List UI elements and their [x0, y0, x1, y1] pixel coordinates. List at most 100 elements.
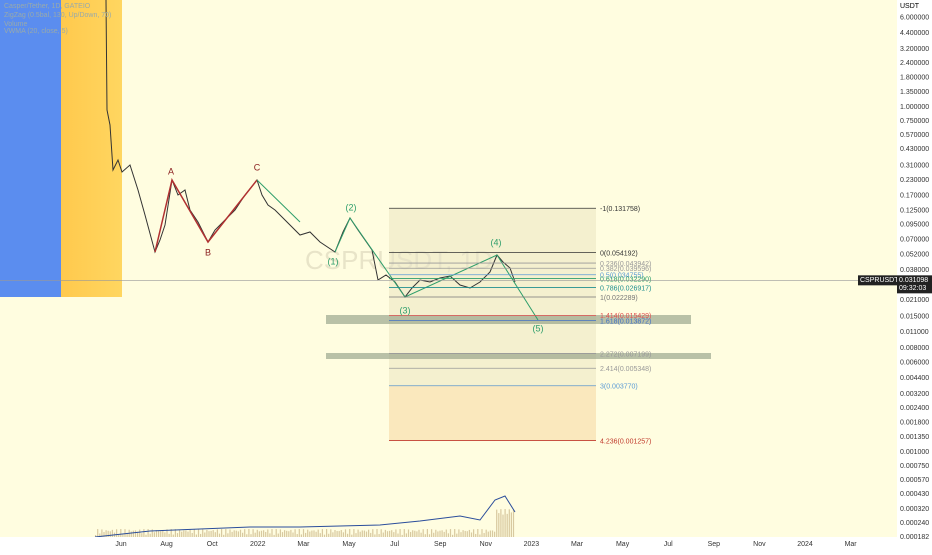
volume-bar [263, 530, 265, 537]
legend-symbol: Casper/Tether, 1D, GATEIO [4, 3, 91, 10]
volume-bar [216, 529, 218, 537]
price-tick-label: 3.200000 [900, 46, 929, 53]
volume-bar [510, 512, 512, 537]
volume-bar [449, 529, 452, 537]
volume-bar [122, 534, 124, 537]
volume-bar [233, 530, 235, 537]
volume-bar [374, 534, 376, 537]
volume-bar [319, 533, 321, 537]
volume-bar [428, 534, 431, 537]
fib-label: 1.618(0.013872) [600, 318, 651, 325]
price-tick-label: 0.430000 [900, 146, 929, 153]
volume-bar [105, 530, 107, 537]
price-tick-label: 0.052000 [900, 252, 929, 259]
volume-bar [258, 531, 260, 537]
fib-label: -1(0.131758) [600, 206, 640, 213]
time-tick-label: Nov [480, 541, 493, 548]
time-tick-label: Mar [845, 541, 858, 548]
volume-bar [281, 532, 284, 537]
price-tick-label: 0.038000 [900, 267, 929, 274]
fib-label: 0(0.054192) [600, 250, 638, 257]
volume-bar [491, 530, 494, 537]
volume-bar [395, 529, 397, 537]
volume-bar [221, 529, 223, 537]
volume-bar [160, 531, 162, 537]
time-tick-label: Aug [160, 541, 173, 548]
price-tick-label: 0.170000 [900, 192, 929, 199]
volume-bar [101, 529, 103, 537]
volume-bar [141, 533, 143, 537]
volume-bar [372, 529, 374, 537]
volume-bar [174, 529, 176, 537]
volume-bar [317, 529, 319, 537]
volume-bar [223, 534, 225, 537]
volume-bar [170, 529, 172, 537]
price-tag-bg [858, 275, 897, 286]
volume-bar [386, 531, 389, 537]
volume-bar [290, 529, 292, 537]
volume-bar [414, 530, 416, 537]
price-tag-countdown: 09:32:03 [899, 285, 926, 292]
volume-bar [315, 531, 317, 537]
volume-bar [485, 529, 487, 537]
volume-bar [389, 530, 391, 537]
price-tick-label: 0.230000 [900, 177, 929, 184]
volume-bar [109, 531, 111, 537]
fib-label: 2.272(0.007199) [600, 351, 651, 358]
volume-bar [231, 531, 233, 537]
volume-bar [126, 532, 128, 537]
volume-bar [443, 531, 445, 537]
price-tag-symbol: CSPRUSDT [860, 277, 899, 284]
time-tick-label: Oct [207, 541, 218, 548]
volume-bar [250, 534, 252, 537]
volume-bar [399, 529, 401, 537]
volume-bar [355, 533, 357, 537]
volume-bar [431, 529, 433, 537]
volume-bar [176, 533, 179, 537]
volume-bar [130, 531, 132, 537]
volume-bar [153, 532, 155, 537]
time-tick-label: 2024 [797, 541, 813, 548]
volume-bar [229, 529, 231, 537]
volume-bar [405, 533, 407, 537]
volume-bar [189, 529, 191, 537]
volume-bar [336, 531, 338, 537]
volume-bar [267, 529, 269, 537]
price-tick-label: 1.000000 [900, 104, 929, 111]
price-tick-label: 0.000750 [900, 463, 929, 470]
volume-bar [447, 533, 449, 537]
volume-bar [332, 532, 334, 537]
fib-label: 0.786(0.026917) [600, 285, 651, 292]
volume-bar [437, 531, 439, 537]
volume-bar [502, 514, 504, 537]
volume-bar [286, 530, 288, 537]
volume-bar [147, 529, 149, 537]
volume-bar [378, 534, 380, 537]
fib-label: 1.414(0.015429) [600, 313, 651, 320]
volume-bar [500, 509, 502, 537]
price-tick-label: 0.001800 [900, 419, 929, 426]
price-tick-label: 4.400000 [900, 30, 929, 37]
volume-bar [441, 530, 443, 537]
price-tick-label: 0.011000 [900, 329, 929, 336]
price-tick-label: 0.008000 [900, 345, 929, 352]
time-tick-label: May [616, 541, 630, 548]
volume-bar [183, 530, 185, 537]
volume-bar [344, 529, 347, 537]
volume-bar [271, 529, 273, 537]
volume-bar [376, 529, 378, 537]
volume-bar [151, 529, 153, 537]
volume-bar [477, 529, 479, 537]
volume-bar [361, 530, 363, 537]
volume-bar [456, 533, 458, 537]
wave-label: (4) [491, 237, 502, 247]
volume-bar [496, 509, 498, 537]
price-tick-label: 1.350000 [900, 89, 929, 96]
volume-bar [422, 529, 424, 537]
time-tick-label: Sep [708, 541, 721, 548]
volume-bar [118, 534, 120, 537]
volume-bar [269, 533, 271, 537]
wave-label: (2) [346, 202, 357, 212]
wave-label: B [205, 247, 211, 257]
wave-label: (3) [400, 305, 411, 315]
